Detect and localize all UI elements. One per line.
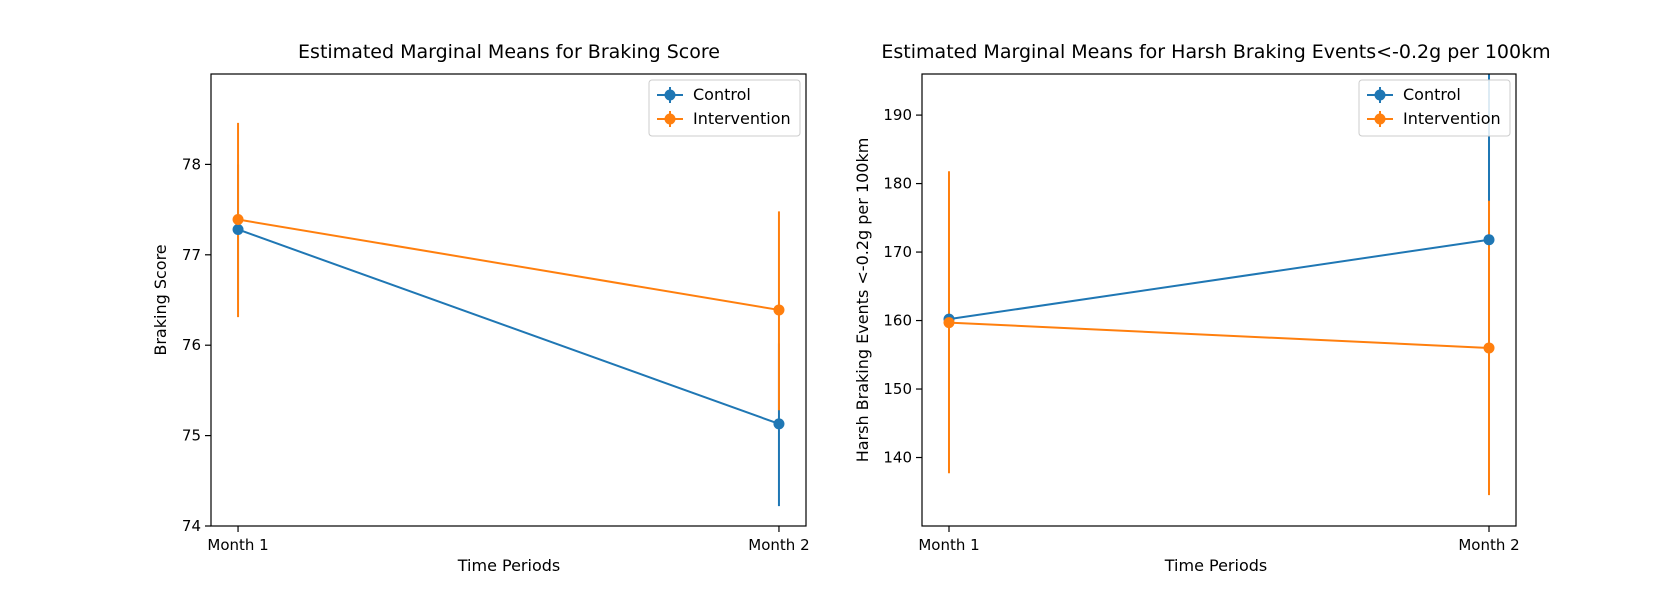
y-tick-label: 150 (883, 380, 912, 398)
series-line-intervention (237, 218, 780, 311)
y-tick-label: 190 (883, 106, 912, 124)
axes-frame (210, 73, 807, 527)
y-tick-label: 74 (182, 517, 201, 535)
legend-marker-control (1374, 89, 1386, 101)
data-point-intervention (773, 304, 785, 316)
data-point-intervention (943, 317, 955, 329)
data-point-control (773, 418, 785, 430)
y-axis-label: Braking Score (151, 244, 170, 355)
x-tick-label: Month 2 (1458, 536, 1519, 554)
x-axis-label: Time Periods (457, 556, 560, 575)
x-axis-label: Time Periods (1164, 556, 1267, 575)
y-axis-label: Harsh Braking Events <-0.2g per 100km (853, 138, 872, 463)
axes-frame (921, 73, 1517, 527)
y-tick-label: 180 (883, 175, 912, 193)
series-line-control (948, 238, 1490, 321)
data-point-intervention (232, 214, 244, 226)
y-tick-label: 140 (883, 449, 912, 467)
x-tick-label: Month 2 (748, 536, 809, 554)
y-tick-label: 160 (883, 312, 912, 330)
x-tick-label: Month 1 (207, 536, 268, 554)
legend: Control Intervention (648, 79, 801, 137)
y-tick-label: 75 (182, 427, 201, 445)
braking-score-chart: Estimated Marginal Means for Braking Sco… (151, 41, 810, 575)
data-point-control (1483, 234, 1495, 246)
plot-area: 74 75 76 77 78 Month 1 Month 2 Control Intervent… (182, 73, 810, 554)
chart-title: Estimated Marginal Means for Braking Sco… (298, 41, 720, 63)
legend-label: Control (1403, 85, 1461, 104)
legend-label: Control (693, 85, 751, 104)
legend: Control Intervention (1358, 79, 1511, 137)
series-line-intervention (948, 321, 1490, 349)
x-tick-label: Month 1 (918, 536, 979, 554)
chart-title: Estimated Marginal Means for Harsh Braki… (881, 41, 1550, 63)
y-tick-label: 170 (883, 243, 912, 261)
legend-marker-intervention (664, 113, 676, 125)
data-point-control (232, 223, 244, 235)
series-line-control (237, 228, 780, 425)
legend-marker-intervention (1374, 113, 1386, 125)
legend-marker-control (664, 89, 676, 101)
data-point-intervention (1483, 342, 1495, 354)
y-tick-label: 78 (182, 155, 201, 173)
y-tick-label: 76 (182, 336, 201, 354)
plot-area: 140 150 160 170 180 190 Month 1 Month 2 Control I… (883, 73, 1520, 554)
legend-label: Intervention (1403, 109, 1501, 128)
legend-label: Intervention (693, 109, 791, 128)
harsh-braking-chart: Estimated Marginal Means for Harsh Braki… (853, 41, 1551, 575)
y-tick-label: 77 (182, 246, 201, 264)
